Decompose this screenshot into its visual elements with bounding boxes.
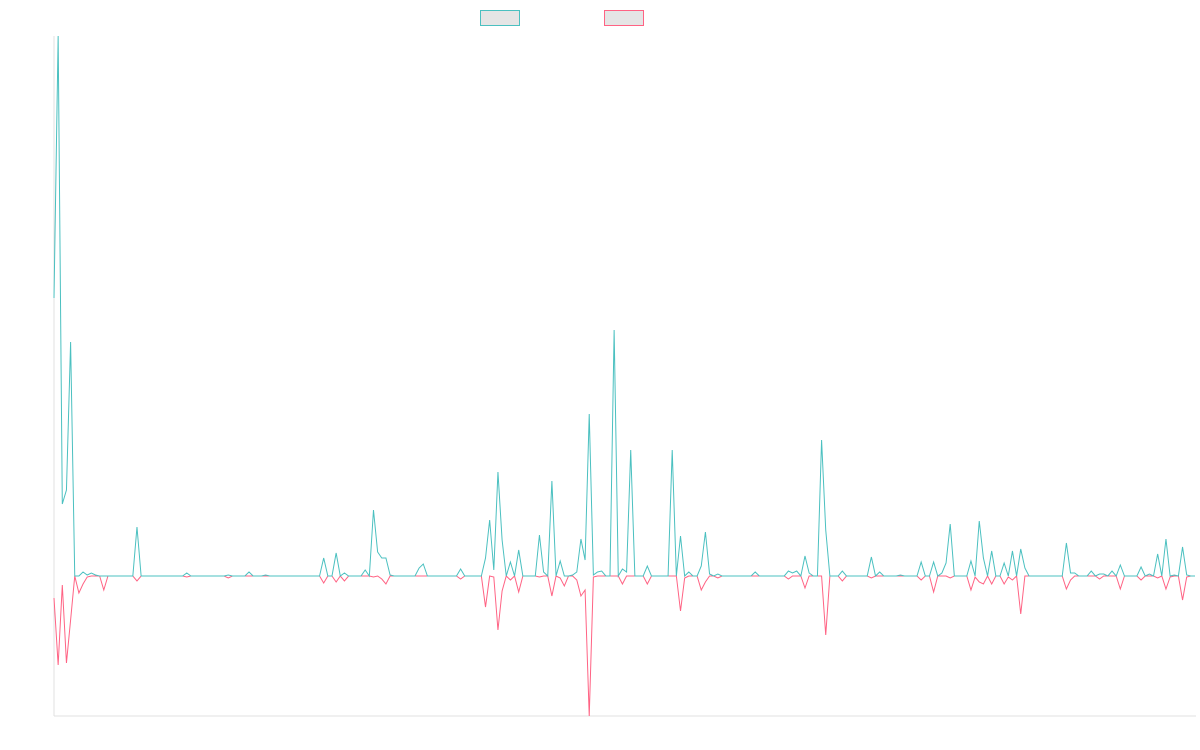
legend-swatch-series-2[interactable] xyxy=(604,10,644,26)
legend-swatch-series-1[interactable] xyxy=(480,10,520,26)
series-2-line xyxy=(53,574,1195,717)
series-1-line xyxy=(53,35,1195,578)
series-layer xyxy=(53,35,1195,717)
